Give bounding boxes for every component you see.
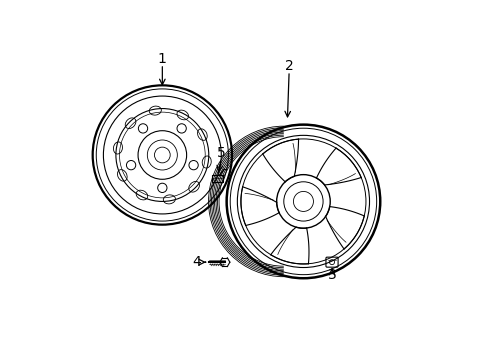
Text: 4: 4 [192, 255, 201, 269]
Text: 5: 5 [217, 146, 225, 160]
Text: 3: 3 [327, 268, 336, 282]
Text: 1: 1 [158, 51, 166, 66]
Text: 2: 2 [284, 59, 293, 73]
